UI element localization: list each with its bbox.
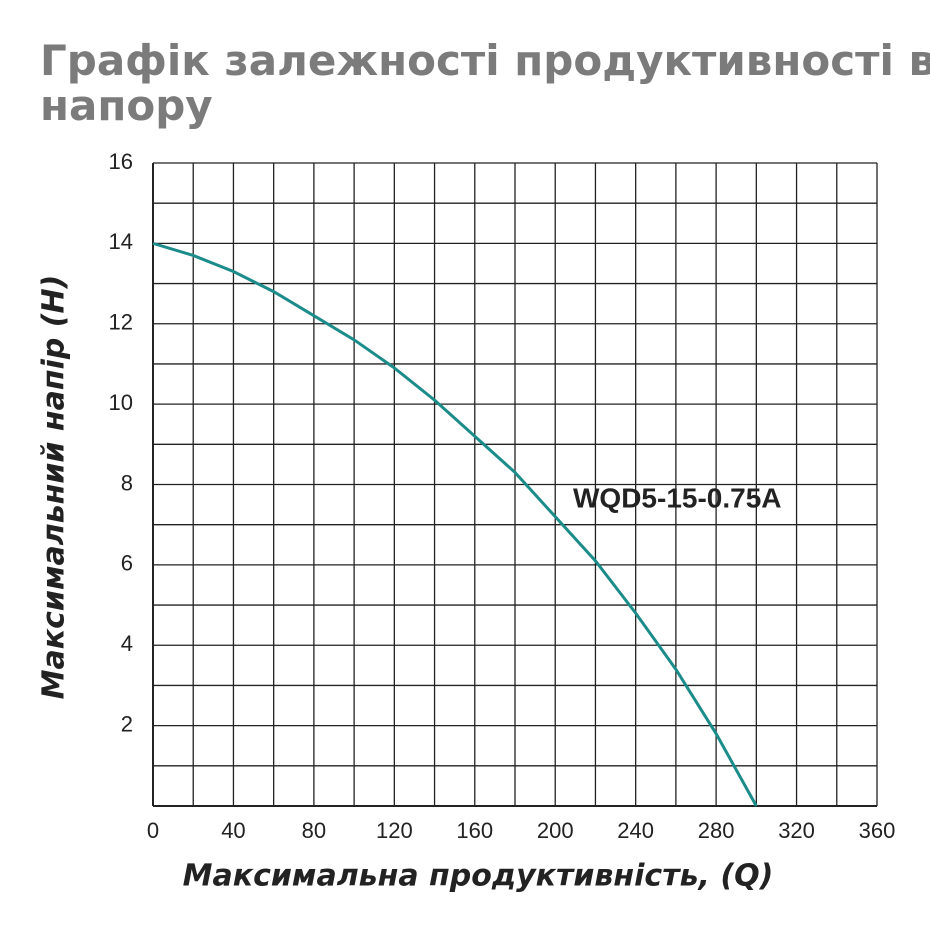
chart-title: Графік залежності продуктивності від <box>40 36 930 85</box>
y-axis-label: Максимальний напір (H) <box>37 275 72 700</box>
x-tick-label: 0 <box>147 818 159 843</box>
x-tick-label: 80 <box>302 818 326 843</box>
y-tick-label: 12 <box>109 310 133 335</box>
y-tick-label: 14 <box>109 229 133 254</box>
x-axis-label: Максимальна продуктивність, (Q) <box>183 859 774 894</box>
y-tick-label: 10 <box>109 390 133 415</box>
x-tick-label: 120 <box>376 818 413 843</box>
x-tick-label: 160 <box>456 818 493 843</box>
y-tick-label: 6 <box>121 551 133 576</box>
x-tick-label: 360 <box>859 818 896 843</box>
x-tick-label: 200 <box>537 818 574 843</box>
y-tick-label: 4 <box>121 631 133 656</box>
y-tick-label: 2 <box>121 711 133 736</box>
y-tick-label: 16 <box>109 149 133 174</box>
x-tick-label: 240 <box>617 818 654 843</box>
x-tick-label: 320 <box>778 818 815 843</box>
series-label: WQD5-15-0.75A <box>573 482 782 513</box>
x-tick-label: 40 <box>221 818 245 843</box>
x-tick-label: 280 <box>698 818 735 843</box>
chart-title: напору <box>40 81 213 130</box>
line <box>152 241 758 807</box>
y-tick-label: 8 <box>121 470 133 495</box>
